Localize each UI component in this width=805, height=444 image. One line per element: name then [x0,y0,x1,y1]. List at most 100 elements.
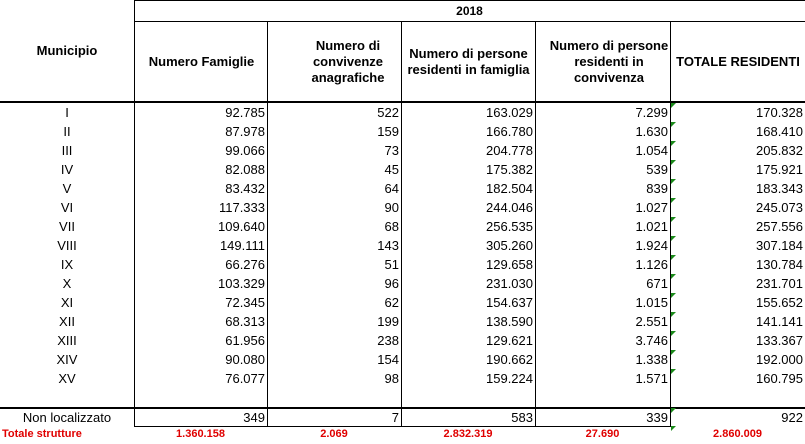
cell-convivenze: 73 [384,143,399,158]
header-bottom-border [0,101,805,103]
cell-persone-famiglia: 583 [511,410,533,425]
comment-marker-icon [671,274,676,279]
cell-convivenze: 64 [384,181,399,196]
cell-famiglie: 87.978 [225,124,265,139]
year-header: 2018 [456,4,483,18]
comment-marker-icon [671,217,676,222]
comment-marker-icon [671,426,676,431]
cell-persone-famiglia: 190.662 [486,352,533,367]
cell-totale: 170.328 [756,105,803,120]
cell-persone-famiglia: 244.046 [486,200,533,215]
cell-persone-famiglia: 163.029 [486,105,533,120]
comment-marker-icon [671,179,676,184]
cell-municipio: X [62,276,72,291]
cell-famiglie: 149.111 [219,238,265,253]
comment-marker-icon [671,350,676,355]
cell-municipio: VI [60,200,74,215]
comment-marker-icon [671,293,676,298]
cell-totale: 155.652 [756,295,803,310]
cell-convivenze: 143 [377,238,399,253]
cell-persone-convivenza: 27.690 [585,428,620,440]
col-border-1 [134,0,135,426]
cell-famiglie: 76.077 [225,371,265,386]
cell-persone-convivenza: 539 [646,162,668,177]
cell-famiglie: 82.088 [225,162,265,177]
header-persone-famiglia: Numero di persone residenti in famiglia [407,45,530,77]
year-row-border [134,21,805,22]
cell-persone-famiglia: 182.504 [486,181,533,196]
cell-totale: 133.367 [756,333,803,348]
cell-municipio: XIII [57,333,77,348]
cell-municipio: I [65,105,69,120]
cell-municipio: IX [60,257,74,272]
cell-famiglie: 92.785 [225,105,265,120]
rows-bottom-border [0,407,805,409]
cell-totale: 183.343 [756,181,803,196]
nonloc-bottom-border [134,426,671,427]
cell-totale: 175.921 [756,162,803,177]
cell-famiglie: 68.313 [225,314,265,329]
cell-persone-famiglia: 166.780 [486,124,533,139]
cell-municipio: XIV [56,352,78,367]
comment-marker-icon [671,103,676,108]
cell-convivenze: 238 [377,333,399,348]
comment-marker-icon [671,312,676,317]
cell-convivenze: 7 [391,410,399,425]
cell-persone-famiglia: 129.658 [486,257,533,272]
cell-municipio: VIII [57,238,77,253]
cell-persone-convivenza: 1.924 [635,238,668,253]
cell-municipio: V [62,181,72,196]
cell-totale: 245.073 [756,200,803,215]
header-persone-convivenza: Numero di persone residenti in convivenz… [549,37,669,85]
comment-marker-icon [671,198,676,203]
header-top-border [134,0,805,1]
cell-persone-famiglia: 204.778 [486,143,533,158]
header-numero-famiglie: Numero Famiglie [148,53,255,69]
header-municipio: Municipio [36,43,98,58]
cell-famiglie: 117.333 [218,200,265,215]
cell-totale: 192.000 [756,352,803,367]
cell-municipio: III [61,143,73,158]
comment-marker-icon [671,408,676,413]
cell-persone-famiglia: 154.637 [486,295,533,310]
cell-totale: 307.184 [756,238,803,253]
cell-persone-famiglia: 231.030 [486,276,533,291]
col-border-3 [401,21,402,426]
comment-marker-icon [671,141,676,146]
cell-persone-convivenza: 1.027 [635,200,668,215]
col-border-2 [267,21,268,426]
cell-municipio: XI [60,295,74,310]
cell-totale: 922 [781,410,803,425]
cell-totale: 168.410 [756,124,803,139]
cell-persone-famiglia: 138.590 [486,314,533,329]
cell-famiglie: 90.080 [225,352,265,367]
comment-marker-icon [671,331,676,336]
cell-famiglie: 349 [243,410,265,425]
col-border-4 [535,21,536,426]
cell-persone-convivenza: 671 [646,276,668,291]
cell-persone-convivenza: 1.338 [635,352,668,367]
comment-marker-icon [671,369,676,374]
cell-convivenze: 45 [384,162,399,177]
comment-marker-icon [671,122,676,127]
header-totale-residenti: TOTALE RESIDENTI [676,53,800,69]
comment-marker-icon [671,236,676,241]
cell-persone-convivenza: 1.571 [635,371,668,386]
cell-famiglie: 72.345 [225,295,265,310]
cell-municipio: Totale strutture [2,428,82,440]
cell-totale: 231.701 [756,276,803,291]
cell-convivenze: 522 [377,105,399,120]
cell-municipio: II [63,124,71,139]
cell-convivenze: 51 [384,257,399,272]
cell-convivenze: 2.069 [320,428,348,440]
cell-persone-convivenza: 339 [646,410,668,425]
cell-convivenze: 159 [377,124,399,139]
cell-persone-famiglia: 159.224 [486,371,533,386]
cell-persone-famiglia: 305.260 [486,238,533,253]
cell-persone-famiglia: 175.382 [486,162,533,177]
cell-convivenze: 68 [384,219,399,234]
cell-convivenze: 98 [384,371,399,386]
cell-totale: 205.832 [756,143,803,158]
cell-famiglie: 103.329 [218,276,265,291]
